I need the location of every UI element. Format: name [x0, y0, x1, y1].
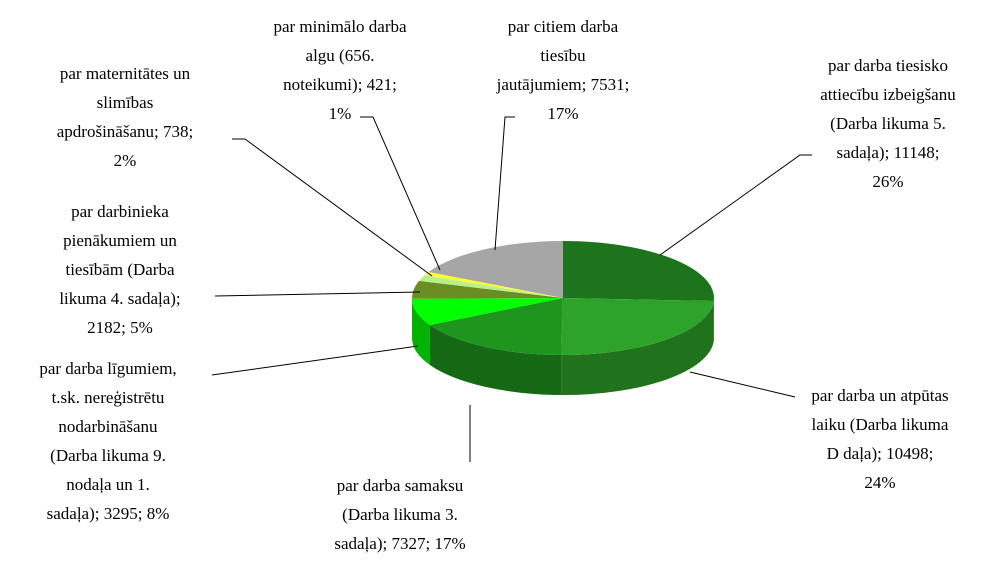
leader-line [360, 116, 441, 271]
data-label: slimības [97, 93, 154, 112]
data-label: tiesību [540, 46, 586, 65]
data-label: laiku (Darba likuma [812, 415, 949, 434]
data-label: par maternitātes un [60, 64, 191, 83]
slice-side [561, 301, 714, 395]
data-label: par citiem darba [508, 17, 619, 36]
leader-line [659, 154, 812, 256]
slice [428, 241, 563, 298]
data-label: jautājumiem; 7531; [496, 75, 630, 94]
data-label: (Darba likuma 3. [342, 505, 458, 524]
data-label: nodaļa un 1. [66, 475, 150, 494]
data-label: noteikumi); 421; [283, 75, 397, 94]
data-label: sadaļa); 3295; 8% [47, 504, 170, 523]
leader-line [689, 371, 796, 398]
data-label: pienākumiem un [63, 231, 177, 250]
data-label: attiecību izbeigšanu [820, 85, 956, 104]
data-label: t.sk. nereģistrētu [52, 388, 165, 407]
data-label: tiesībām (Darba [65, 260, 174, 279]
data-label: 2% [114, 151, 137, 170]
data-label: sadaļa); 11148; [836, 143, 939, 162]
data-label: D daļa); 10498; [827, 444, 934, 463]
slice [429, 298, 563, 355]
data-label: nodarbināšanu [58, 417, 158, 436]
data-label: 24% [864, 473, 895, 492]
leader-line [211, 345, 419, 376]
leader-line [494, 116, 515, 251]
slice [563, 241, 714, 302]
data-label: algu (656. [306, 46, 375, 65]
slice-side [412, 298, 430, 365]
data-label: (Darba likuma 9. [50, 446, 166, 465]
data-label: apdrošināšanu; 738; [57, 122, 193, 141]
slice [418, 275, 563, 298]
leader-line [232, 138, 433, 277]
data-label: 2182; 5% [87, 318, 153, 337]
slice [412, 298, 563, 325]
slice-side [429, 324, 562, 395]
data-label: (Darba likuma 5. [830, 114, 946, 133]
data-label: sadaļa); 7327; 17% [334, 534, 465, 553]
data-label: 17% [547, 104, 578, 123]
slice [424, 271, 563, 298]
slice [561, 298, 714, 355]
leader-line [214, 291, 421, 297]
data-label: par darbinieka [71, 202, 169, 221]
data-label: likuma 4. sadaļa); [59, 289, 180, 308]
data-label: par darba samaksu [337, 476, 464, 495]
data-label: par minimālo darba [273, 17, 407, 36]
data-label: par darba un atpūtas [811, 386, 948, 405]
data-label: par darba līgumiem, [39, 359, 176, 378]
slice [412, 280, 563, 299]
data-label: par darba tiesisko [828, 56, 948, 75]
data-label: 26% [872, 172, 903, 191]
data-label: 1% [329, 104, 352, 123]
